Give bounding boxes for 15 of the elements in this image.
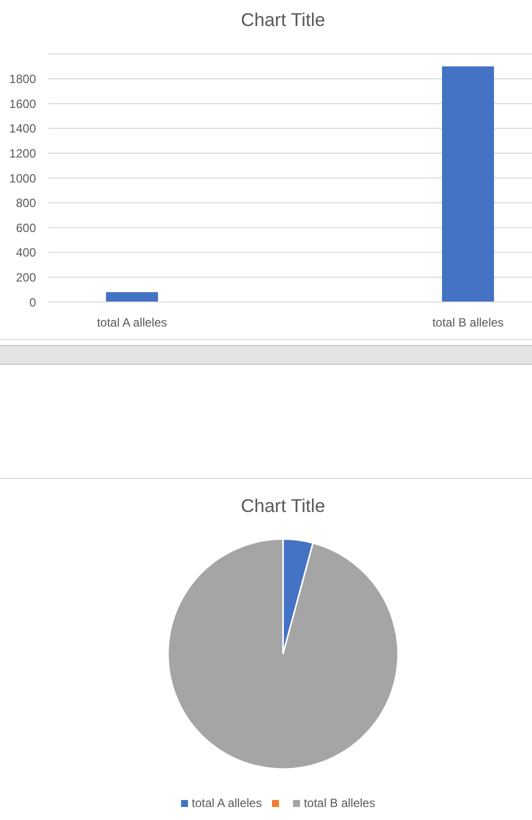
y-tick-label: 0 [29,295,36,310]
y-tick-label: 800 [16,196,36,210]
y-tick-label: 200 [16,270,36,284]
y-tick-label: 400 [16,246,36,260]
y-tick-label: 600 [16,220,36,235]
y-tick-label: 1000 [9,171,36,186]
legend-label: total A alleles [192,796,262,810]
y-tick-label: 1800 [9,72,36,86]
chart-title: Chart Title [240,495,326,516]
y-tick-label: 1600 [9,96,36,111]
chart-title: Chart Title [240,9,326,30]
y-tick-label: 1400 [9,122,36,136]
pie-slice [167,538,399,770]
y-tick-label: 1200 [9,146,36,160]
legend-label: total B alleles [304,796,376,810]
